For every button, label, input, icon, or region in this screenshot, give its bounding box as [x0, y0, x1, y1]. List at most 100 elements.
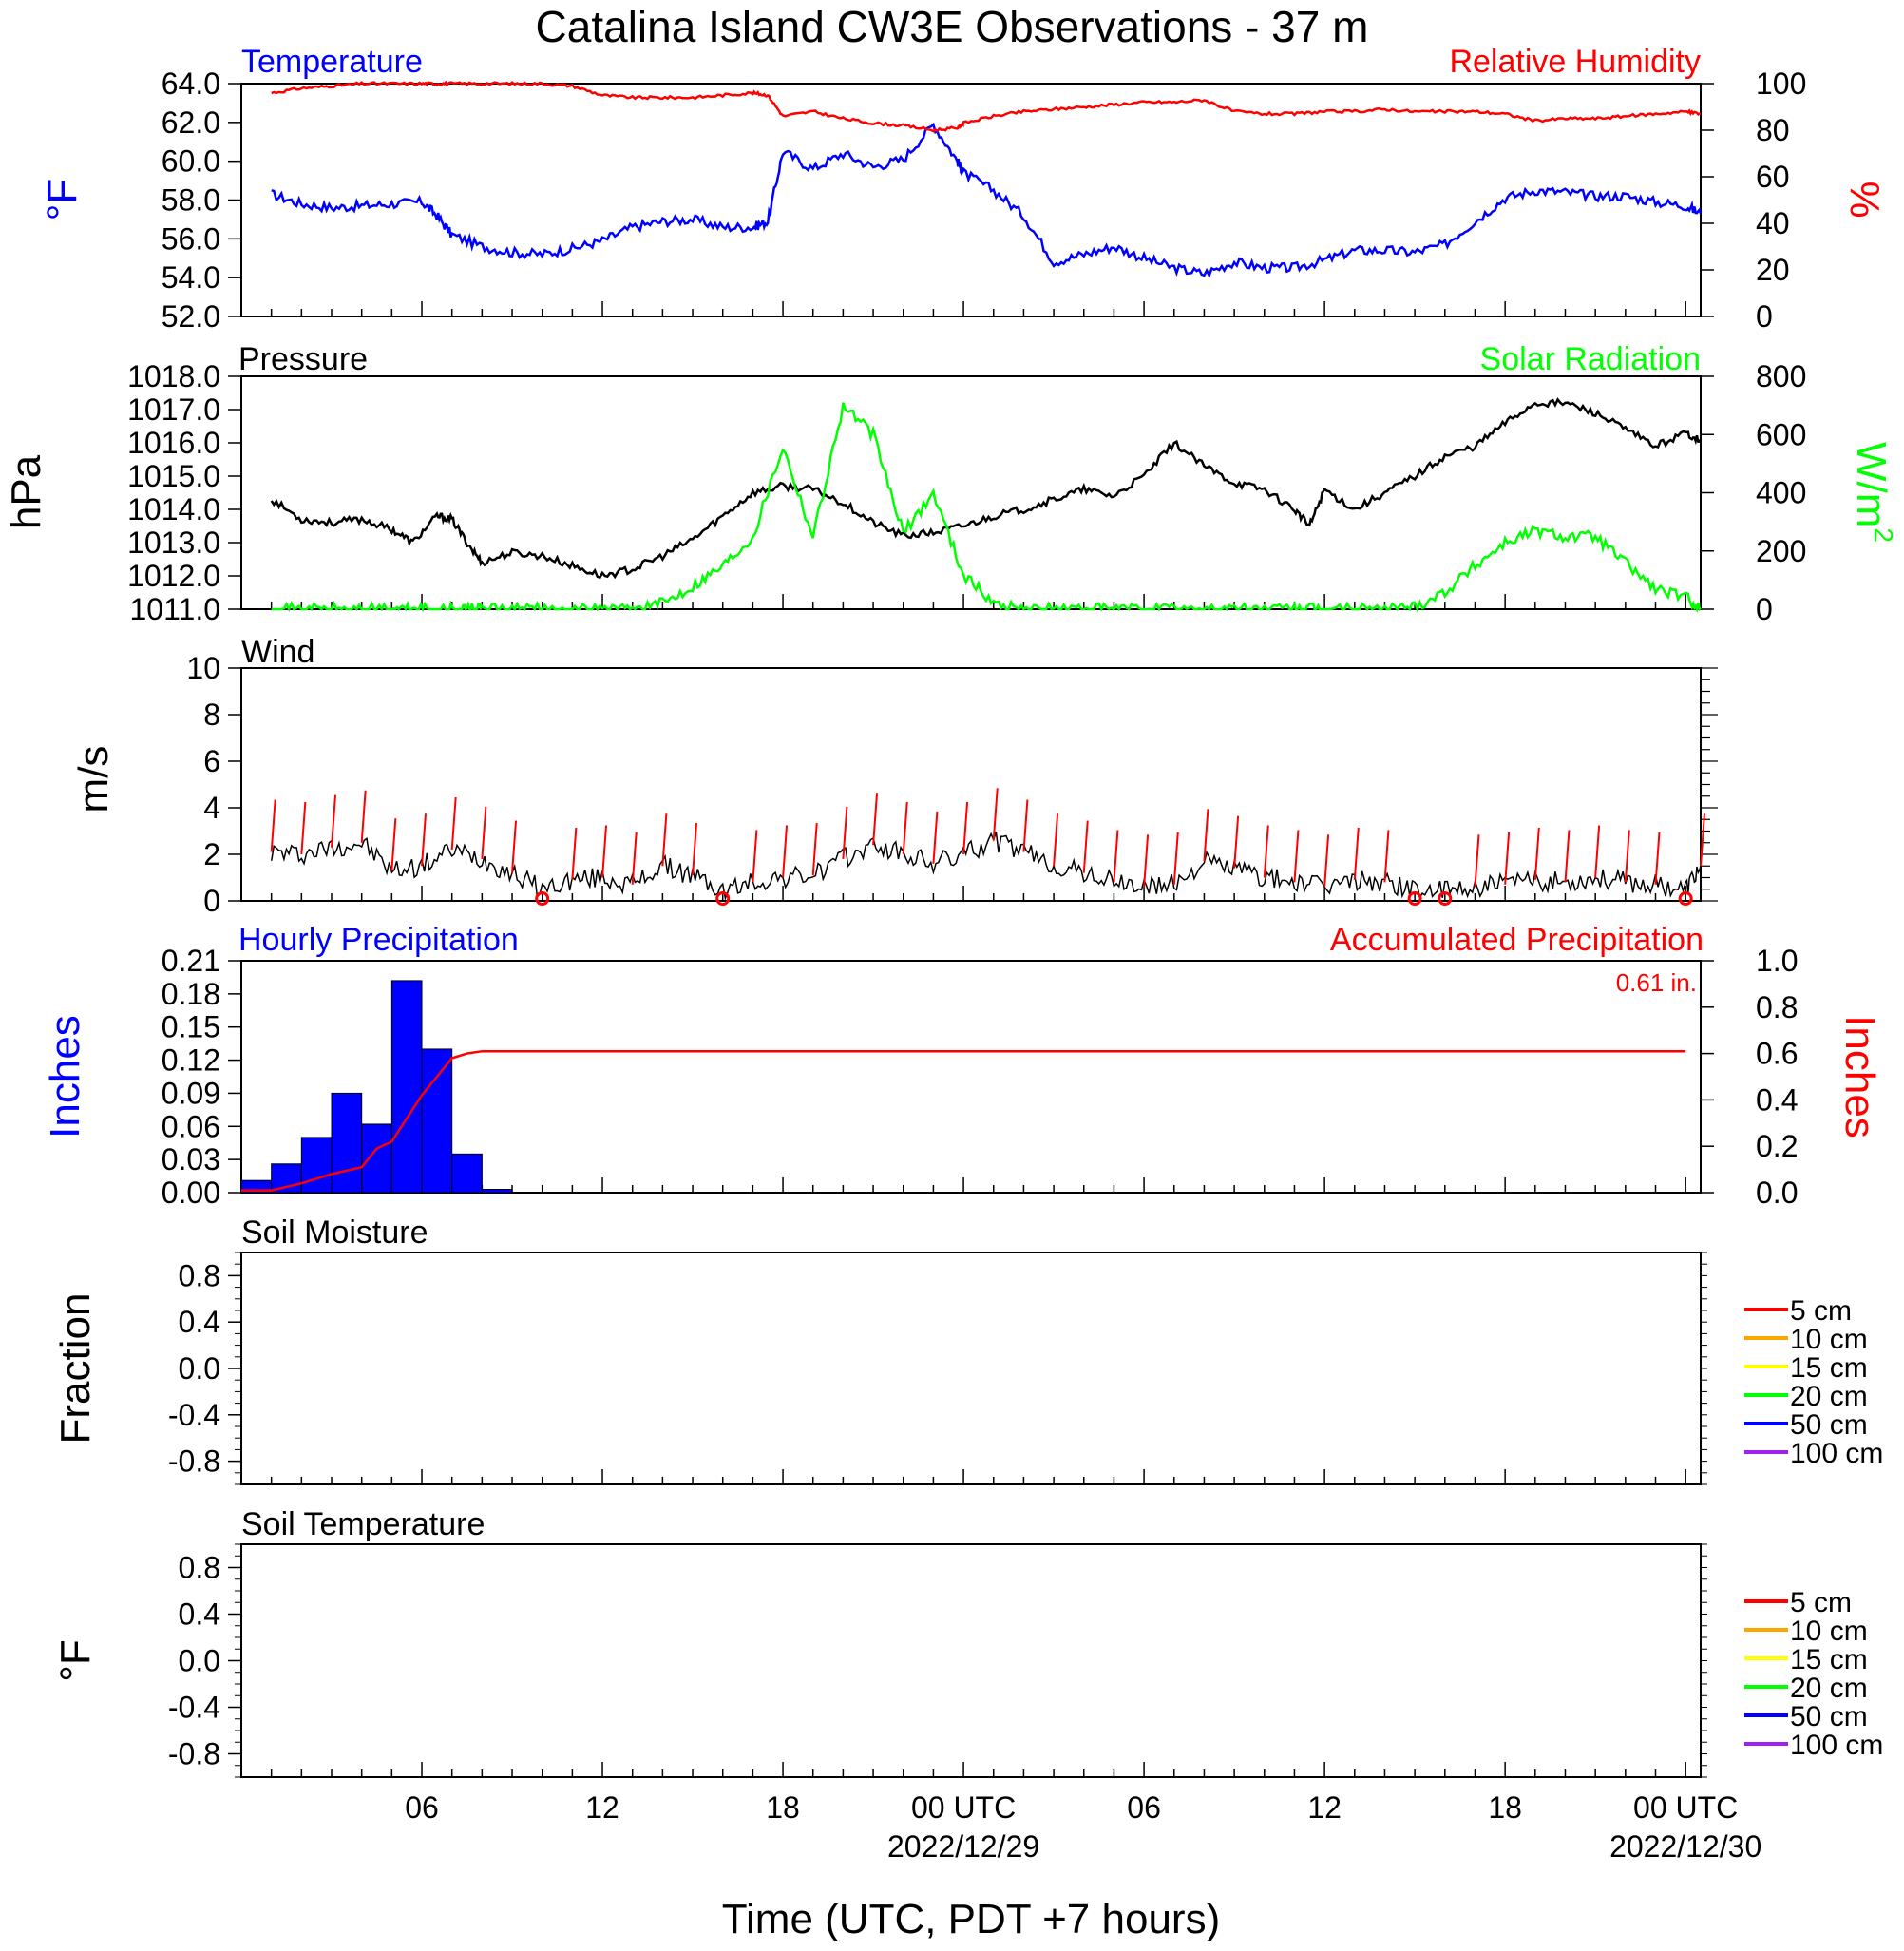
accum-precip-line — [241, 1049, 1686, 1192]
pressure-panel-ytick-label: 1015.0 — [127, 459, 220, 493]
wind-barb — [932, 811, 939, 864]
temp-panel-frame — [240, 83, 1702, 317]
temp-panel-ytick-label: 54.0 — [162, 260, 220, 295]
pressure-panel-ylabel-left: hPa — [3, 454, 49, 529]
wind-barb — [902, 801, 908, 855]
pressure-panel-ytick-label: 1012.0 — [127, 559, 220, 593]
wind-barb — [571, 827, 578, 881]
wind-calm-marker — [1407, 891, 1422, 907]
precip-panel-title-left: Hourly Precipitation — [238, 922, 519, 958]
wind-barb — [992, 788, 999, 841]
wind-barb — [1203, 809, 1209, 862]
pressure-panel-ytick-label: 1011.0 — [130, 592, 221, 626]
wind-barb — [481, 806, 487, 859]
soil-temp-panel-ytick-label: 0.4 — [179, 1597, 220, 1632]
wind-barb — [511, 820, 518, 873]
x-tick-label: 18 — [766, 1790, 800, 1825]
wind-barb — [631, 832, 638, 885]
soil-temp-panel-legend-label: 15 cm — [1790, 1644, 1868, 1675]
soil-moisture-panel-legend-label: 15 cm — [1790, 1352, 1868, 1384]
temp-panel-title-left: Temperature — [241, 44, 423, 80]
wind-barb — [601, 825, 608, 878]
temp-panel-ytick-label: 64.0 — [162, 67, 220, 101]
wind-line — [270, 832, 1702, 902]
wind-barb — [270, 799, 276, 852]
soil-moisture-panel-legend-label: 50 cm — [1790, 1409, 1868, 1441]
wind-barb — [1383, 830, 1390, 883]
soil-temp-panel-legend-label: 10 cm — [1790, 1616, 1868, 1647]
panels: 52.054.056.058.060.062.064.0020406080100… — [3, 44, 1898, 1778]
temp-panel-ytick-right-label: 80 — [1756, 113, 1790, 147]
wind-calm-marker — [715, 891, 731, 907]
wind-barb — [1172, 832, 1179, 885]
wind-barb — [1474, 834, 1480, 888]
soil-moisture-panel-ylabel-left: Fraction — [52, 1293, 99, 1444]
precip-panel-ytick-right-label: 0.0 — [1756, 1176, 1798, 1210]
wind-barb — [1624, 830, 1630, 883]
wind-barb — [390, 818, 397, 871]
temp-panel-ytick-right-label: 40 — [1756, 206, 1790, 240]
precip-bar — [361, 1123, 392, 1194]
soil-temp-panel-legend-label: 100 cm — [1790, 1730, 1883, 1761]
wind-barb — [1533, 827, 1540, 881]
soil-moisture-panel-frame — [240, 1252, 1702, 1485]
pressure-panel-ylabel-right: W/m2 — [1848, 442, 1898, 543]
wind-barb — [1594, 825, 1601, 878]
x-axis-label: Time (UTC, PDT +7 hours) — [722, 1896, 1220, 1942]
x-tick-label: 00 UTC — [911, 1790, 1016, 1825]
x-axis: 06 12 18 00 UTC 2022/12/29 06 12 18 00 UTC 2022/1… — [405, 1790, 1761, 1864]
wind-barb — [962, 801, 969, 855]
precip-panel-ytick-right-label: 0.6 — [1756, 1037, 1798, 1071]
wind-panel-ytick-label: 10 — [186, 651, 220, 685]
wind-barb — [692, 822, 698, 876]
pressure-panel-ytick-label: 1016.0 — [127, 426, 220, 460]
soil-moisture-panel-ytick-label: 0.4 — [179, 1305, 220, 1339]
pressure-panel-ytick-right-label: 600 — [1756, 417, 1806, 451]
precip-bar — [451, 1153, 483, 1194]
temp-panel-ytick-label: 62.0 — [162, 105, 220, 140]
wind-calm-marker — [1678, 891, 1693, 907]
wind-barb — [1353, 827, 1360, 881]
wind-barb — [1082, 820, 1089, 873]
soil-temp-panel-ytick-label: 0.0 — [179, 1644, 220, 1678]
wind-barb — [1233, 815, 1240, 869]
soil-temp-panel-title-left: Soil Temperature — [241, 1506, 485, 1542]
wind-barb — [872, 793, 879, 846]
pressure-panel-title-left: Pressure — [238, 341, 368, 377]
temperature-line — [271, 122, 1703, 279]
wind-barb — [1700, 813, 1705, 867]
wind-panel-ytick-label: 0 — [203, 884, 220, 918]
soil-temp-panel-ytick-label: -0.8 — [168, 1737, 220, 1771]
wind-barb — [782, 825, 789, 878]
precip-bar — [331, 1092, 363, 1194]
wind-barb — [421, 813, 428, 867]
precip-panel-ytick-label: 0.18 — [162, 977, 220, 1011]
wind-barb — [1323, 834, 1330, 888]
precip-bar — [390, 980, 423, 1194]
temp-panel-ytick-right-label: 20 — [1756, 253, 1790, 287]
wind-panel-title-left: Wind — [241, 634, 314, 670]
pressure-panel-title-right: Solar Radiation — [1480, 341, 1701, 377]
pressure-panel-ytick-label: 1013.0 — [127, 526, 220, 560]
soil-moisture-panel-legend-label: 10 cm — [1790, 1324, 1868, 1355]
temp-panel-ylabel-right: % — [1841, 181, 1888, 218]
precip-panel-ytick-label: 0.00 — [162, 1176, 220, 1210]
precip-panel-ytick-label: 0.15 — [162, 1010, 220, 1044]
wind-panel-ytick-label: 8 — [203, 698, 220, 732]
pressure-panel-ytick-right-label: 200 — [1756, 534, 1806, 568]
x-tick-date-label: 2022/12/29 — [887, 1829, 1039, 1864]
soil-moisture-panel-ytick-label: 0.8 — [179, 1258, 220, 1292]
wind-barb — [1143, 834, 1150, 888]
soil-moisture-panel-ytick-label: -0.4 — [168, 1398, 220, 1432]
pressure-panel-ytick-right-label: 800 — [1756, 359, 1806, 393]
soil-moisture-panel-ytick-label: -0.8 — [168, 1444, 220, 1479]
precip-panel-ylabel-right: Inches — [1837, 1015, 1883, 1138]
temp-panel-ytick-right-label: 60 — [1756, 160, 1790, 194]
x-tick-label: 06 — [405, 1790, 439, 1825]
temp-panel-ytick-right-label: 0 — [1756, 299, 1773, 334]
wind-barb — [811, 822, 818, 876]
precip-panel-frame — [240, 960, 1702, 1194]
x-tick-label: 12 — [1307, 1790, 1342, 1825]
pressure-panel-ytick-label: 1017.0 — [127, 392, 220, 427]
